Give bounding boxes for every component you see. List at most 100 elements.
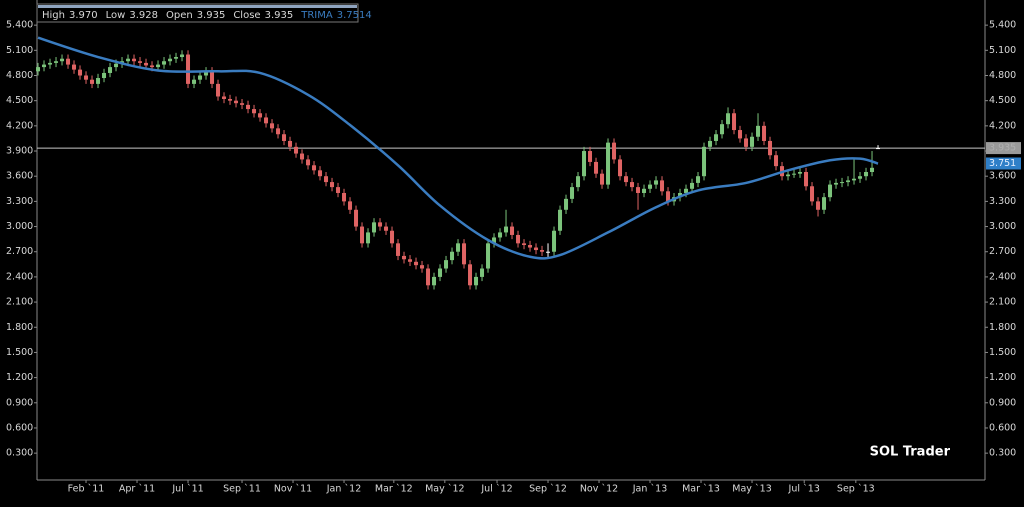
candle-body [738, 130, 743, 139]
price-tag [986, 157, 1021, 170]
candle-body [822, 197, 827, 210]
x-tick-label: Nov `12 [580, 484, 618, 495]
info-label: Low [106, 10, 126, 21]
price-tag-label: 3.935 [989, 143, 1016, 154]
info-label: Open [166, 10, 193, 21]
candle-body [750, 136, 755, 147]
candle-body [156, 64, 161, 68]
price-tag-label: 3.751 [989, 158, 1016, 169]
candle-body [312, 165, 317, 171]
candle-body [396, 243, 401, 256]
candle-body [504, 226, 509, 233]
candle-body [828, 184, 833, 198]
candle-body [246, 104, 251, 110]
candle-body [186, 54, 191, 84]
info-value: 3.935 [197, 10, 226, 21]
y-tick-label-right: 1.500 [989, 347, 1016, 358]
candle-body [762, 125, 767, 141]
y-tick-label: 3.300 [6, 196, 33, 207]
candle-body [36, 67, 41, 72]
x-tick-label: May `12 [425, 484, 465, 495]
candle-body [480, 268, 485, 277]
candle-body [168, 58, 173, 62]
candle-body [252, 109, 257, 114]
candle-body [366, 232, 371, 244]
info-label: TRIMA [300, 10, 333, 21]
candle-body [318, 170, 323, 177]
price-tag [986, 142, 1021, 155]
x-tick-label: Mar `12 [375, 484, 413, 495]
candle-body [408, 259, 413, 262]
candle-body [552, 230, 557, 252]
candle-body [276, 128, 281, 135]
y-tick-label: 3.000 [6, 221, 33, 232]
candle-body [102, 72, 107, 79]
x-tick-label: Sep `12 [529, 484, 567, 495]
y-tick-label: 2.100 [6, 297, 33, 308]
info-box-bar [38, 5, 357, 8]
y-tick-label: 0.900 [6, 397, 33, 408]
candle-body [708, 140, 713, 147]
info-value: 3.7514 [337, 10, 372, 21]
x-tick-label: Sep `11 [223, 484, 261, 495]
candle-body [594, 161, 599, 174]
candle-body [444, 260, 449, 269]
candle-body [492, 237, 497, 244]
candle-body [810, 186, 815, 202]
candle-body [432, 276, 437, 286]
candle-body [468, 264, 473, 286]
candle-body [726, 113, 731, 125]
candle-body [216, 83, 221, 97]
candle-body [42, 64, 47, 68]
candle-body [714, 134, 719, 141]
trima-line [37, 36, 879, 260]
y-tick-label: 4.500 [6, 95, 33, 106]
candle-body [564, 198, 569, 210]
candle-body [630, 182, 635, 188]
candle-body [606, 142, 611, 185]
candle-body [858, 176, 863, 179]
y-tick-label: 4.200 [6, 120, 33, 131]
candle-body [240, 103, 245, 105]
candle-body [48, 62, 53, 65]
candle-body [222, 96, 227, 99]
y-tick-label: 4.800 [6, 70, 33, 81]
y-tick-label: 1.500 [6, 347, 33, 358]
x-tick-label: Jan `13 [632, 484, 668, 495]
candle-body [624, 176, 629, 183]
candle-body [282, 134, 287, 141]
candle-body [54, 61, 59, 63]
candle-body [474, 276, 479, 286]
y-tick-label-right: 5.400 [989, 20, 1016, 31]
candle-body [72, 64, 77, 70]
candle-body [342, 192, 347, 202]
candle-body [138, 61, 143, 63]
y-tick-label: 3.600 [6, 171, 33, 182]
candle-body [336, 187, 341, 193]
candle-body [270, 123, 275, 129]
y-tick-label: 2.400 [6, 271, 33, 282]
info-value: 3.970 [69, 10, 98, 21]
candle-body [414, 261, 419, 266]
candle-body [426, 268, 431, 286]
candle-body [732, 113, 737, 131]
candle-body [696, 176, 701, 183]
candle-body [570, 187, 575, 199]
candle-body [180, 54, 185, 58]
y-tick-label: 0.300 [6, 448, 33, 459]
info-label: Close [233, 10, 260, 21]
candle-body [174, 57, 179, 59]
candle-body [198, 75, 203, 80]
candle-body [876, 148, 881, 150]
candle-body [558, 209, 563, 231]
y-tick-label: 3.900 [6, 146, 33, 157]
candle-body [528, 245, 533, 248]
y-tick-label-right: 4.500 [989, 95, 1016, 106]
y-tick-label-right: 1.800 [989, 322, 1016, 333]
candle-body [144, 62, 149, 66]
candle-body [588, 151, 593, 162]
x-tick-label: Sep `13 [837, 484, 875, 495]
candle-body [660, 180, 665, 192]
y-tick-label-right: 4.200 [989, 120, 1016, 131]
candle-body [702, 146, 707, 177]
